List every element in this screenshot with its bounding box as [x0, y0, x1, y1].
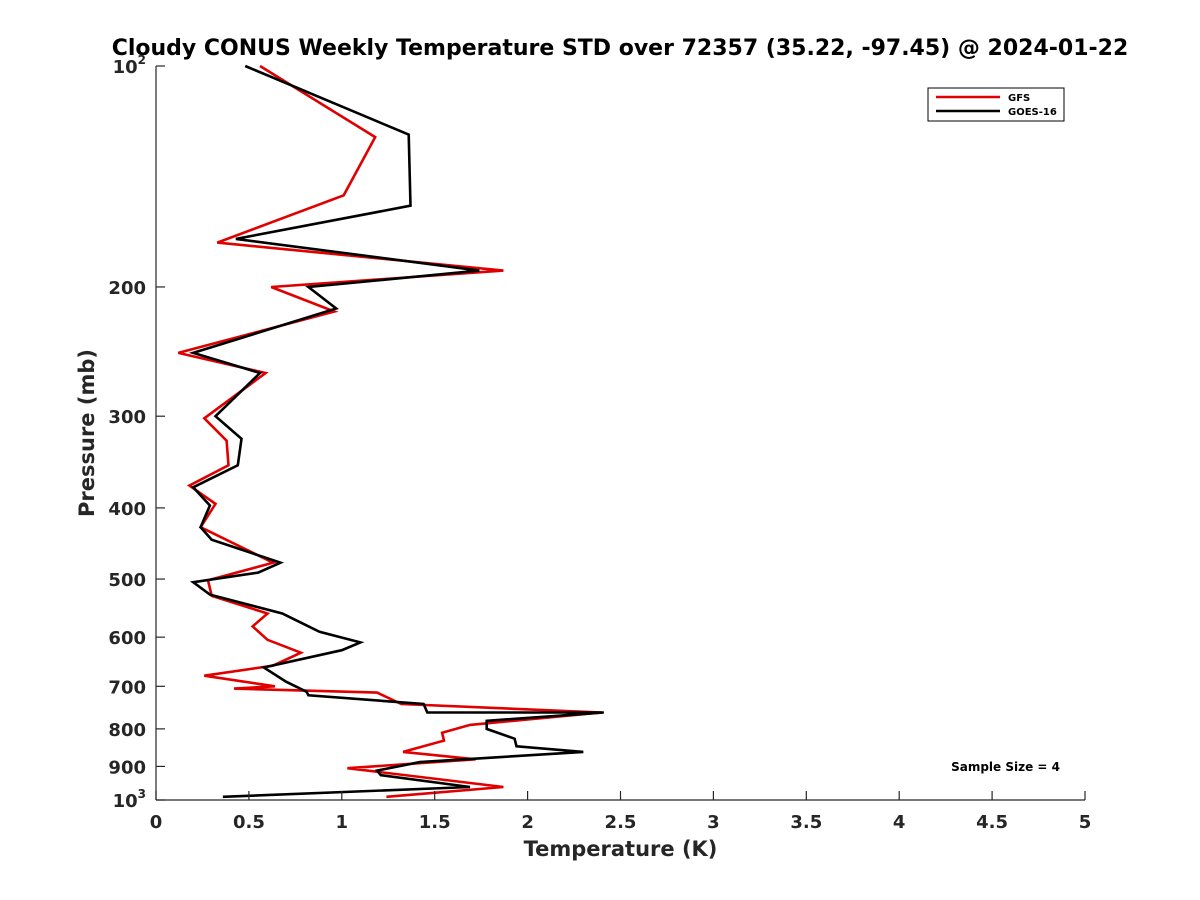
- series-layer: [177, 64, 604, 799]
- plot-area: [156, 66, 1085, 800]
- y-tick-label: 800: [108, 720, 146, 741]
- legend-items: GFS GOES-16: [936, 93, 1057, 118]
- sample-size-annotation: Sample Size = 4: [951, 760, 1060, 774]
- x-axis-ticks: 0 0.5 1 1.5 2 2.5 3 3.5 4 4.5 5: [150, 791, 1092, 833]
- legend-label: GFS: [1008, 93, 1030, 104]
- y-tick-label: 600: [108, 628, 146, 649]
- y-tick-label: 103: [113, 787, 146, 812]
- series-line-goes-16: [188, 64, 604, 799]
- x-tick-label: 2: [521, 812, 534, 833]
- legend-label: GOES-16: [1008, 107, 1057, 118]
- x-tick-label: 3.5: [790, 812, 822, 833]
- x-tick-label: 0.5: [233, 812, 265, 833]
- legend-box: [927, 87, 1065, 122]
- x-tick-label: 4.5: [976, 812, 1008, 833]
- series-line-gfs: [177, 64, 603, 799]
- legend: GFS GOES-16: [927, 87, 1065, 122]
- y-tick-label: 200: [108, 278, 146, 299]
- x-tick-label: 1: [336, 812, 349, 833]
- x-tick-label: 3: [707, 812, 720, 833]
- x-tick-label: 2.5: [605, 812, 637, 833]
- y-tick-label: 102: [113, 53, 146, 78]
- x-axis-label: Temperature (K): [524, 837, 718, 861]
- y-tick-label: 300: [108, 407, 146, 428]
- chart-title: Cloudy CONUS Weekly Temperature STD over…: [112, 36, 1129, 61]
- y-tick-label: 900: [108, 757, 146, 778]
- y-tick-label: 700: [108, 677, 146, 698]
- x-tick-label: 1.5: [419, 812, 451, 833]
- y-axis-ticks: 102 200 300 400 500 600 700 800 900 103: [108, 53, 165, 812]
- y-tick-label: 500: [108, 570, 146, 591]
- y-tick-label: 400: [108, 499, 146, 520]
- x-tick-label: 0: [150, 812, 163, 833]
- y-axis-label: Pressure (mb): [75, 349, 99, 517]
- x-tick-label: 4: [893, 812, 906, 833]
- x-tick-label: 5: [1079, 812, 1092, 833]
